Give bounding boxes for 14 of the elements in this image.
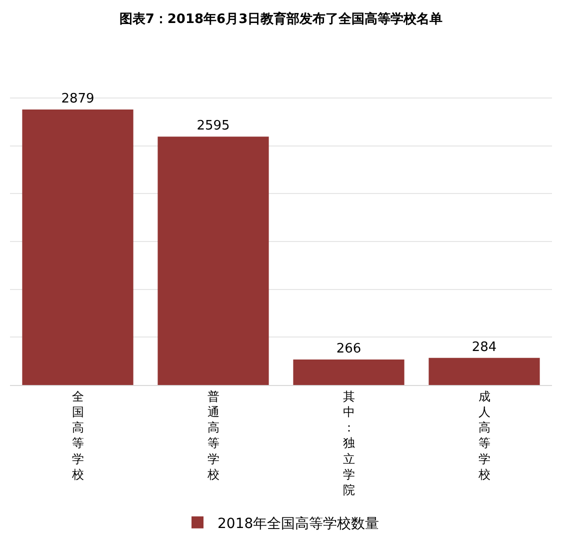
x-tick-label: 全国高等学校 (70, 389, 84, 482)
bar (158, 136, 269, 385)
data-label: 2595 (196, 118, 230, 134)
legend-label: 2018年全国高等学校数量 (218, 516, 380, 532)
x-tick-label: 其中：独立学院 (342, 389, 355, 497)
data-label: 266 (336, 342, 362, 357)
x-tick-label: 普通高等学校 (206, 389, 220, 482)
bar (293, 360, 404, 385)
data-label: 2879 (61, 92, 94, 106)
chart-title: 图表7：2018年6月3日教育部发布了全国高等学校名单 (119, 10, 443, 27)
bar (22, 110, 134, 385)
x-tick-label: 成人高等学校 (477, 389, 490, 482)
bar (428, 358, 540, 385)
data-label: 284 (472, 340, 497, 355)
